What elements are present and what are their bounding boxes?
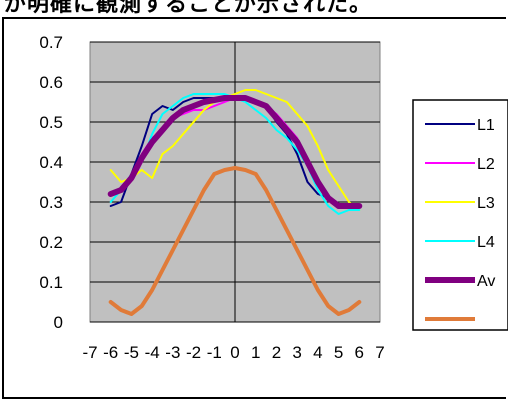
series-line-av <box>107 95 363 209</box>
y-tick-label: 0.1 <box>39 273 63 292</box>
y-tick-label: 0.6 <box>39 73 63 92</box>
x-tick-label: 4 <box>313 343 322 362</box>
x-tick-label: -6 <box>103 343 118 362</box>
x-tick-label: -5 <box>124 343 139 362</box>
x-tick-label: 7 <box>375 343 384 362</box>
x-tick-label: 1 <box>251 343 260 362</box>
x-tick-label: 2 <box>272 343 281 362</box>
x-tick-label: -1 <box>207 343 222 362</box>
x-tick-label: 0 <box>230 343 239 362</box>
series-line-unnamed <box>108 166 362 316</box>
x-tick-label: -7 <box>82 343 97 362</box>
legend-label: L2 <box>477 156 495 173</box>
legend-label: L1 <box>477 117 495 134</box>
x-tick-label: -3 <box>165 343 180 362</box>
y-tick-label: 0.4 <box>39 153 63 172</box>
y-tick-label: 0.5 <box>39 113 63 132</box>
series-line-l3 <box>109 89 361 211</box>
axes <box>90 42 380 323</box>
y-tick-label: 0 <box>54 313 63 332</box>
header-strip: が明確に観測することが示された。 <box>0 0 508 18</box>
series-lines <box>107 89 363 316</box>
chart-frame <box>2 17 506 399</box>
legend-label: L4 <box>477 234 495 251</box>
x-tick-label: -2 <box>186 343 201 362</box>
y-tick-label: 0.3 <box>39 193 63 212</box>
legend-label: L3 <box>477 195 495 212</box>
x-tick-label: 3 <box>292 343 301 362</box>
legend: L1 L2 L3 L4 Av <box>412 99 508 331</box>
y-tick-labels: 0 0.1 0.2 0.3 0.4 0.5 0.6 0.7 <box>39 33 63 332</box>
legend-label: Av <box>477 273 495 290</box>
x-tick-labels: -7 -6 -5 -4 -3 -2 -1 0 1 2 3 4 5 6 7 <box>82 343 384 362</box>
y-tick-label: 0.2 <box>39 233 63 252</box>
y-tick-label: 0.7 <box>39 33 63 52</box>
x-tick-label: -4 <box>145 343 160 362</box>
x-tick-label: 6 <box>355 343 364 362</box>
legend-box <box>412 99 508 331</box>
header-text: が明確に観測することが示された。 <box>4 0 373 17</box>
x-tick-label: 5 <box>334 343 343 362</box>
